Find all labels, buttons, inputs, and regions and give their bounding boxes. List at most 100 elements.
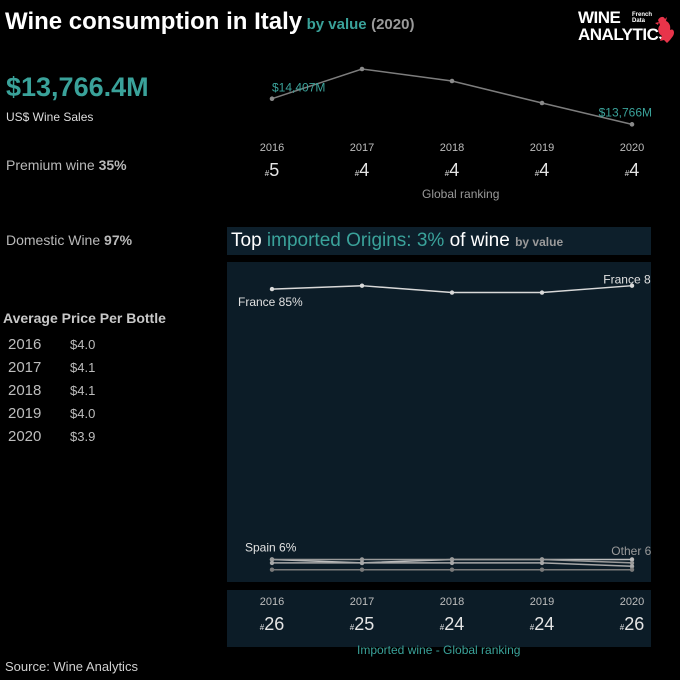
sales-value: $13,766.4M <box>6 72 149 102</box>
avg-price-value: $3.9 <box>70 429 96 444</box>
rank-number: 26 <box>264 614 285 634</box>
rank-hash: # <box>444 169 450 178</box>
rank-number: 4 <box>539 160 550 180</box>
series-point <box>269 567 275 572</box>
rank-number: 4 <box>449 160 460 180</box>
series-point <box>539 290 545 295</box>
premium-label: Premium wine <box>6 157 95 173</box>
domestic-label: Domestic Wine <box>6 232 101 248</box>
title-by-value: by value <box>306 16 367 33</box>
avg-price-value: $4.1 <box>70 360 96 375</box>
rank-number: 25 <box>354 614 375 634</box>
rank-value: #5 <box>242 160 302 181</box>
rank-hash: # <box>619 623 625 632</box>
avg-price-row: 2017 $4.1 <box>8 359 128 376</box>
logo-small-text: French Data <box>632 12 653 24</box>
imported-title-c: of wine <box>444 230 516 251</box>
avg-price-value: $4.0 <box>70 406 96 421</box>
series-point <box>449 560 455 566</box>
avg-price-value: $4.1 <box>70 383 96 398</box>
series-label: Other 6% <box>611 544 651 558</box>
rank-year: 2019 <box>529 142 555 154</box>
imported-ranking-panel: 2016 #26 2017 #25 2018 #24 2019 #24 2020 #26 <box>227 590 651 647</box>
title-main: Wine consumption in Italy <box>5 8 303 35</box>
series-point <box>359 560 365 566</box>
imported-chart-panel: France 85% France 86% Spain 6% Other 6% <box>227 262 668 582</box>
series-label: France 86% <box>603 273 651 287</box>
rank-hash: # <box>264 169 270 178</box>
rank-number: 5 <box>269 160 280 180</box>
sales-label-start: $14,407M <box>272 81 325 95</box>
series-point <box>539 567 545 572</box>
rank-value: #4 <box>422 160 482 181</box>
rank-value: #4 <box>332 160 392 181</box>
rank-value: #24 <box>512 614 572 635</box>
series-point <box>449 567 455 572</box>
rank-hash: # <box>624 169 630 178</box>
series-point <box>629 560 635 566</box>
sales-label-end: $13,766M <box>599 105 652 119</box>
avg-price-year: 2020 <box>8 428 42 445</box>
rank-number: 4 <box>359 160 370 180</box>
avg-price-row: 2019 $4.0 <box>8 405 128 422</box>
series-point <box>629 564 635 569</box>
rank-year: 2018 <box>439 142 465 154</box>
rank-year: 2017 <box>349 142 375 154</box>
rank-year: 2019 <box>529 596 555 608</box>
series-point <box>359 557 365 562</box>
imported-title-d: by value <box>515 235 564 249</box>
rank-year: 2017 <box>349 596 375 608</box>
imported-origins-line-chart: France 85% France 86% Spain 6% Other 6% <box>238 273 668 572</box>
rank-year: 2020 <box>619 596 645 608</box>
imported-title-a: Top <box>231 230 267 251</box>
rank-hash: # <box>354 169 360 178</box>
sales-point <box>539 100 545 106</box>
series-point <box>359 283 365 288</box>
rank-value: #24 <box>422 614 482 635</box>
rank-hash: # <box>349 623 355 632</box>
series-point <box>269 560 275 566</box>
sales-line-chart: $14,407M $13,766M <box>269 66 652 127</box>
series-label: Spain 6% <box>245 540 297 554</box>
avg-price-row: 2020 $3.9 <box>8 428 128 445</box>
source-note: Source: Wine Analytics <box>5 659 138 674</box>
wine-analytics-logo: WINE ANALYTICS French Data <box>578 9 676 46</box>
domestic-wine-kpi: Domestic Wine 97% <box>6 232 132 248</box>
avg-price-year: 2019 <box>8 405 42 422</box>
series-label: France 85% <box>238 295 303 309</box>
global-ranking-label: Global ranking <box>422 187 500 201</box>
page-title: Wine consumption in Italy by value (2020… <box>5 8 414 36</box>
rank-hash: # <box>534 169 540 178</box>
rank-hash: # <box>439 623 445 632</box>
series-point <box>449 290 455 295</box>
domestic-value: 97% <box>104 232 133 248</box>
avg-price-value: $4.0 <box>70 337 96 352</box>
premium-wine-kpi: Premium wine 35% <box>6 157 127 173</box>
avg-price-row: 2018 $4.1 <box>8 382 128 399</box>
avg-price-title: Average Price Per Bottle <box>3 310 166 326</box>
sales-point <box>449 78 455 84</box>
series-point <box>449 557 455 562</box>
imported-ranking: 2016 #26 2017 #25 2018 #24 2019 #24 2020 #26 <box>227 590 651 647</box>
series-point <box>629 567 635 572</box>
rank-number: 4 <box>629 160 640 180</box>
series-point <box>539 557 545 562</box>
avg-price-year: 2017 <box>8 359 42 376</box>
avg-price-year: 2016 <box>8 336 42 353</box>
rank-value: #26 <box>602 614 662 635</box>
sales-point <box>629 122 635 127</box>
imported-title-b: imported Origins: 3% <box>266 230 445 251</box>
rank-year: 2016 <box>259 142 285 154</box>
series-point <box>629 557 635 562</box>
rank-year: 2018 <box>439 596 465 608</box>
rank-number: 24 <box>444 614 465 634</box>
premium-value: 35% <box>98 157 127 173</box>
avg-price-row: 2016 $4.0 <box>8 336 128 353</box>
rank-value: #25 <box>332 614 392 635</box>
series-point <box>629 283 635 288</box>
series-point <box>539 560 545 566</box>
rank-value: #26 <box>242 614 302 635</box>
sales-label: US$ Wine Sales <box>6 110 94 124</box>
series-point <box>269 286 275 292</box>
series-point <box>359 567 365 572</box>
